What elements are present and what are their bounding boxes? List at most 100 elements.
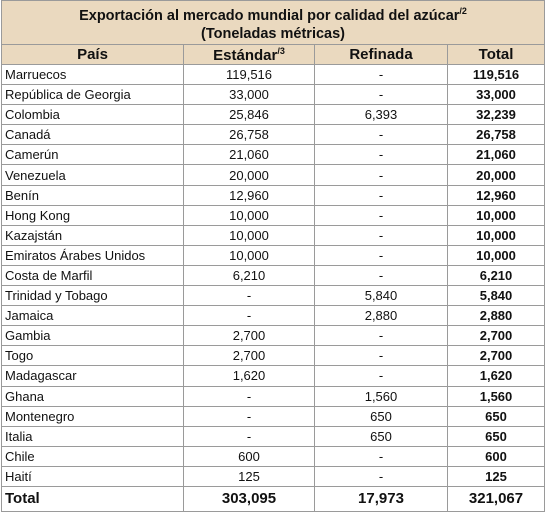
value-cell: -: [183, 425, 315, 447]
value-cell: 2,700: [446, 325, 545, 347]
country-cell: Kazajstán: [1, 224, 184, 246]
value-cell: 1,620: [183, 365, 315, 387]
data-row: Venezuela 20,000-20,000: [1, 164, 545, 186]
header-text: Estándar: [213, 46, 278, 64]
value-cell: 1,620: [446, 365, 545, 387]
table-body: Marruecos 119,516-119,516 República de Geo…: [1, 63, 545, 512]
data-row: Colombia 25,846 6,393 32,239: [1, 104, 545, 126]
country-cell: Gambia: [1, 325, 184, 347]
data-row: República de Georgia 33,000-33,000: [1, 84, 545, 106]
value-cell: -: [314, 204, 448, 226]
value-cell: 600: [183, 445, 315, 467]
header-cell: Estándar/3: [183, 44, 315, 65]
value-cell: 6,393: [314, 104, 448, 126]
value-cell: 2,880: [446, 305, 545, 327]
value-cell: 600: [446, 445, 545, 467]
value-cell: 1,560: [446, 385, 545, 407]
header-cell: Refinada: [314, 44, 448, 65]
data-row: Marruecos 119,516-119,516: [1, 63, 545, 86]
country-cell: Venezuela: [1, 164, 184, 186]
value-cell: 119,516: [183, 63, 315, 86]
value-cell: 20,000: [446, 164, 545, 186]
header-cell: País: [1, 44, 184, 65]
value-cell: 33,000: [183, 84, 315, 106]
country-cell: Jamaica: [1, 305, 184, 327]
subtitle: (Toneladas métricas): [201, 25, 345, 42]
value-cell: -: [314, 325, 448, 347]
value-cell: -: [314, 164, 448, 186]
value-cell: -: [314, 264, 448, 287]
data-row: Benín 12,960-12,960: [1, 184, 545, 206]
value-cell: 2,700: [183, 325, 315, 347]
data-row: Madagascar 1,620-1,620: [1, 365, 545, 387]
value-cell: 303,095: [183, 485, 315, 512]
data-row: Kazajstán 10,000-10,000: [1, 224, 545, 246]
value-cell: -: [183, 385, 315, 407]
country-cell: Ghana: [1, 385, 184, 407]
header-row: País Estándar/3 Refinada Total: [1, 44, 545, 65]
country-cell: Costa de Marfil: [1, 264, 184, 287]
value-cell: 125: [183, 465, 315, 487]
country-cell: Hong Kong: [1, 204, 184, 226]
value-cell: 10,000: [183, 224, 315, 246]
header-cell: Total: [446, 44, 545, 65]
value-cell: 17,973: [314, 485, 448, 512]
value-cell: 12,960: [183, 184, 315, 206]
data-row: Camerún 21,060-21,060: [1, 144, 545, 166]
data-row: Montenegro -650 650: [1, 405, 545, 427]
value-cell: 1,560: [314, 385, 448, 407]
value-cell: -: [314, 184, 448, 206]
country-cell: Marruecos: [1, 63, 184, 86]
total-row: Total 303,095 17,973 321,067: [1, 485, 545, 512]
value-cell: 25,846: [183, 104, 315, 126]
country-cell: Emiratos Árabes Unidos: [1, 244, 184, 266]
value-cell: -: [183, 305, 315, 327]
data-row: Jamaica -2,880 2,880: [1, 305, 545, 327]
data-row: Canadá 26,758-26,758: [1, 124, 545, 146]
country-cell: Benín: [1, 184, 184, 206]
country-cell: Canadá: [1, 124, 184, 146]
value-cell: 2,700: [183, 345, 315, 367]
value-cell: -: [183, 285, 315, 307]
value-cell: -: [314, 224, 448, 246]
value-cell: -: [314, 445, 448, 467]
value-cell: 650: [314, 405, 448, 427]
country-cell: Colombia: [1, 104, 184, 126]
value-cell: 5,840: [314, 285, 448, 307]
country-cell: Italia: [1, 425, 184, 447]
value-cell: -: [314, 84, 448, 106]
data-row: Togo 2,700-2,700: [1, 345, 545, 367]
country-cell: Camerún: [1, 144, 184, 166]
value-cell: 10,000: [446, 204, 545, 226]
data-row: Hong Kong 10,000-10,000: [1, 204, 545, 226]
country-cell: Total: [1, 485, 184, 512]
value-cell: 21,060: [446, 144, 545, 166]
country-cell: República de Georgia: [1, 84, 184, 106]
value-cell: 5,840: [446, 285, 545, 307]
title-row: Exportación al mercado mundial por calid…: [0, 0, 545, 45]
value-cell: 26,758: [446, 124, 545, 146]
value-cell: 2,700: [446, 345, 545, 367]
data-row: Haití 125-125: [1, 465, 545, 487]
value-cell: 119,516: [446, 63, 545, 86]
value-cell: -: [314, 144, 448, 166]
value-cell: 21,060: [183, 144, 315, 166]
value-cell: 650: [446, 425, 545, 447]
value-cell: 2,880: [314, 305, 448, 327]
value-cell: 12,960: [446, 184, 545, 206]
value-cell: 125: [446, 465, 545, 487]
data-row: Costa de Marfil 6,210-6,210: [1, 264, 545, 287]
title-note: /2: [459, 6, 467, 17]
country-cell: Togo: [1, 345, 184, 367]
value-cell: -: [183, 405, 315, 427]
value-cell: 10,000: [183, 204, 315, 226]
country-cell: Haití: [1, 465, 184, 487]
value-cell: 33,000: [446, 84, 545, 106]
value-cell: 10,000: [446, 224, 545, 246]
data-row: Chile 600-600: [1, 445, 545, 467]
value-cell: 26,758: [183, 124, 315, 146]
country-cell: Trinidad y Tobago: [1, 285, 184, 307]
country-cell: Montenegro: [1, 405, 184, 427]
